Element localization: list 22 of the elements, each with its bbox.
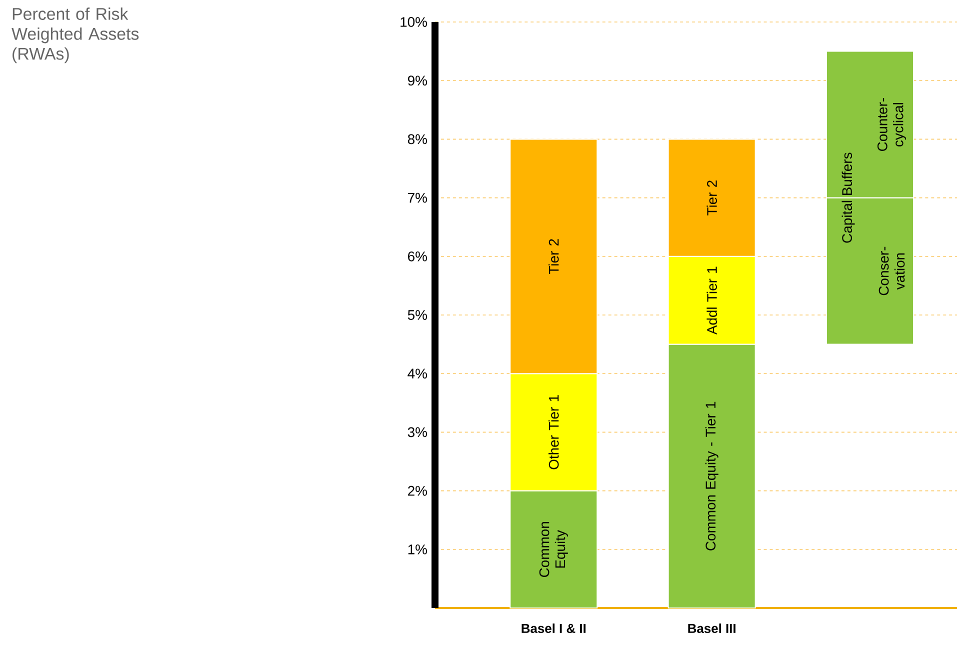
data-label: Addl Tier 1 [706, 266, 717, 335]
x-tick-label: Basel III [688, 624, 736, 634]
data-label: Common Equity - Tier 1 [705, 402, 718, 550]
annotation: Capital Buffers [842, 152, 855, 243]
y-tick-label: 3% [408, 427, 427, 438]
y-tick-label: 8% [408, 134, 427, 144]
y-tick-label: 9% [408, 76, 427, 86]
y-tick-label: 5% [408, 310, 427, 320]
y-tick-label: 7% [408, 192, 427, 203]
data-label: Conser-vation [878, 246, 905, 296]
x-tick-label: Basel I & II [522, 624, 586, 634]
data-label: Tier 2 [706, 180, 717, 216]
y-tick-label: 1% [408, 544, 427, 554]
data-label: Tier 2 [548, 239, 559, 274]
data-label: Other Tier 1 [548, 395, 559, 470]
data-label: Counter-cyclical [877, 98, 906, 151]
y-tick-label: 10% [400, 17, 427, 27]
y-tick-label: 4% [408, 368, 427, 378]
y-tick-label: 6% [408, 251, 427, 262]
y-tick-label: 2% [408, 486, 427, 496]
text: Percent of Risk Weighted Assets (RWAs) [12, 8, 139, 64]
data-label: Common Equity [539, 522, 568, 577]
